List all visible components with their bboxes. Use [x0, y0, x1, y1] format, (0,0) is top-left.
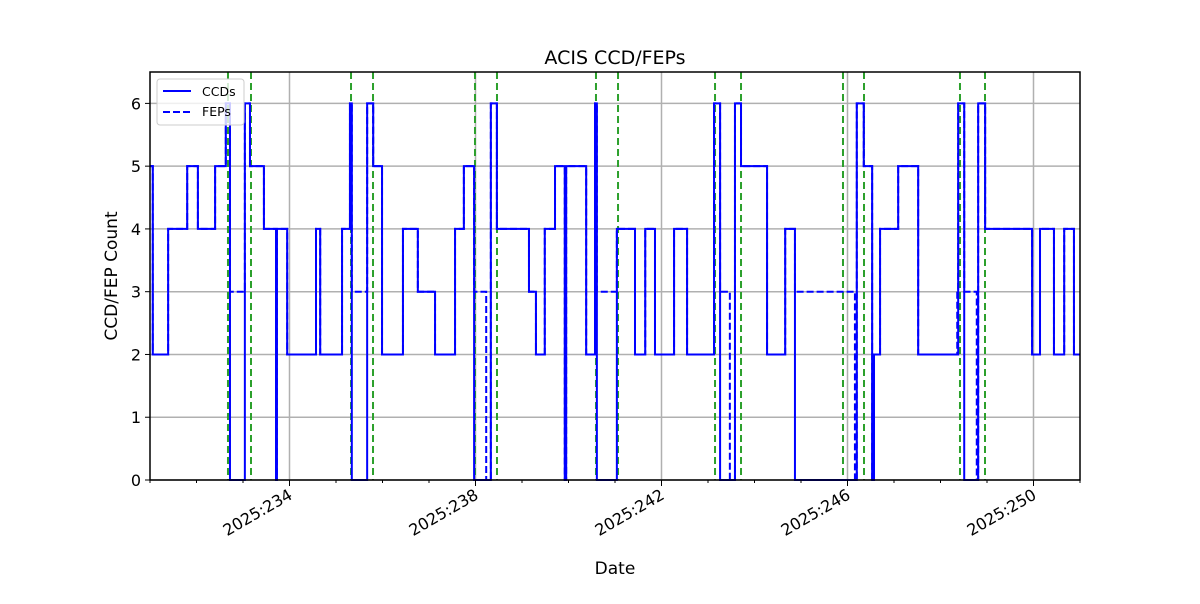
- y-tick-label: 5: [131, 157, 141, 176]
- legend: CCDs FEPs: [156, 78, 245, 126]
- y-tick-label: 6: [131, 94, 141, 113]
- y-tick-label: 0: [131, 471, 141, 490]
- legend-ccds-label: CCDs: [202, 84, 236, 99]
- series-feps-line: [150, 102, 1080, 481]
- y-tick-label: 2: [131, 345, 141, 364]
- y-tick-label: 3: [131, 283, 141, 302]
- legend-feps-label: FEPs: [202, 104, 231, 119]
- y-tick-label: 1: [131, 408, 141, 427]
- y-tick-label: 4: [131, 220, 141, 239]
- chart-title: ACIS CCD/FEPs: [544, 47, 685, 69]
- y-axis-label: CCD/FEP Count: [102, 211, 122, 341]
- x-axis-label: Date: [595, 559, 636, 579]
